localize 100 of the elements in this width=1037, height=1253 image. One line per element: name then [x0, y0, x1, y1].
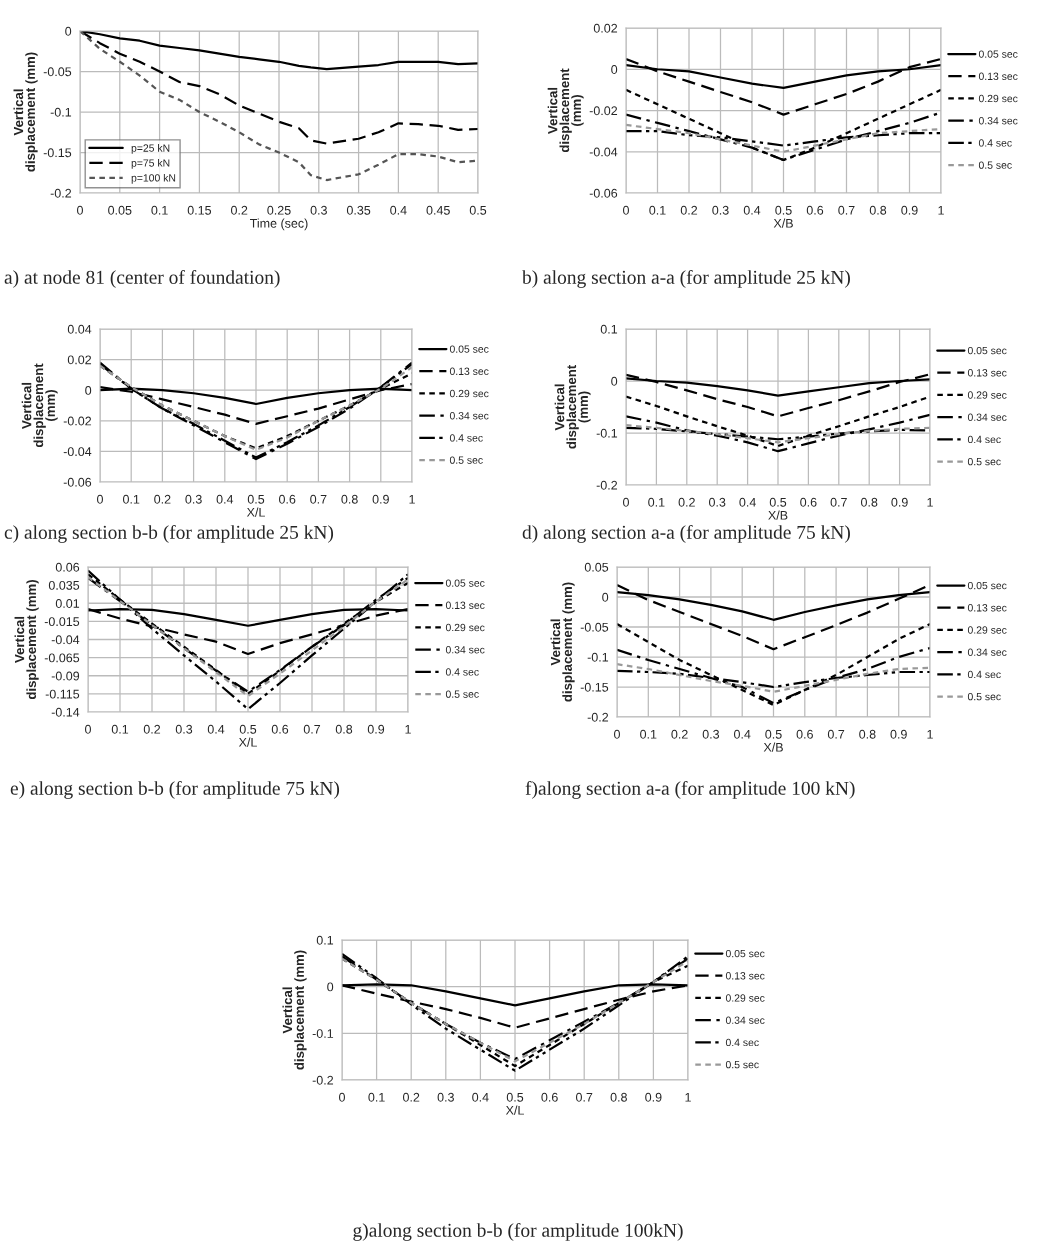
x-tick-label: 1 [927, 497, 933, 507]
x-tick-label: 1 [927, 729, 933, 739]
legend-label: 0.5 sec [445, 690, 479, 698]
x-tick-label: 0.9 [645, 1092, 662, 1102]
x-tick-label: 0 [97, 494, 103, 504]
x-tick-label: 0.4 [207, 724, 225, 734]
y-tick-label: 0.02 [67, 355, 92, 365]
x-tick-label: 0.35 [346, 205, 371, 215]
y-axis-title: Vertical displacement (mm) [550, 582, 575, 702]
y-tick-label: -0.06 [589, 188, 618, 198]
x-tick-label: 0.8 [869, 205, 887, 215]
legend-label: 0.05 sec [725, 949, 765, 958]
legend-label: 0.5 sec [967, 692, 1001, 701]
y-axis-title: Vertical displacement (mm) [282, 950, 307, 1070]
y-tick-label: -0.2 [50, 188, 72, 198]
y-tick-label: -0.015 [44, 617, 80, 627]
x-tick-label: 0.2 [678, 497, 695, 507]
y-tick-label: 0.035 [48, 580, 80, 590]
x-tick-label: 0.5 [247, 494, 265, 504]
x-tick-label: 0.7 [303, 724, 321, 734]
x-tick-label: 0.2 [680, 205, 698, 215]
x-tick-label: 0.3 [712, 205, 729, 215]
y-tick-label: -0.065 [44, 653, 80, 663]
x-tick-label: 0.8 [335, 724, 353, 734]
legend-label: 0.29 sec [449, 389, 489, 398]
x-tick-label: 0.6 [541, 1092, 558, 1102]
y-tick-label: -0.1 [587, 652, 609, 662]
x-tick-label: 0.5 [506, 1092, 524, 1102]
y-tick-label: 0.02 [593, 23, 618, 33]
legend-label: 0.29 sec [967, 391, 1007, 399]
x-tick-label: 0.8 [610, 1092, 627, 1102]
y-tick-label: -0.04 [51, 635, 80, 645]
x-tick-label: 0.2 [231, 205, 248, 215]
x-axis-title: Time (sec) [250, 218, 308, 231]
y-tick-label: -0.2 [312, 1075, 334, 1085]
x-tick-label: 0.4 [216, 494, 234, 504]
x-tick-label: 0.9 [367, 724, 385, 734]
y-tick-label: 0 [85, 386, 92, 395]
legend-label: 0.4 sec [445, 668, 479, 676]
x-tick-label: 0 [623, 497, 629, 507]
legend-label: p=75 kN [131, 159, 170, 169]
text: a) at node 81 (center of foundation) [4, 269, 280, 288]
legend-label: 0.05 sec [967, 346, 1007, 355]
legend-label: 0.5 sec [967, 457, 1001, 466]
legend-label: 0.13 sec [725, 972, 765, 980]
x-tick-label: 0.7 [830, 497, 847, 507]
x-axis-title: X/L [505, 1105, 524, 1115]
y-tick-label: -0.2 [587, 712, 609, 722]
legend-label: 0.4 sec [725, 1038, 759, 1047]
x-tick-label: 0.7 [310, 494, 327, 504]
text: c) along section b-b (for amplitude 25 kN) [4, 524, 334, 543]
x-tick-label: 0.5 [775, 205, 792, 215]
legend-label: 0.05 sec [967, 581, 1007, 590]
x-tick-label: 0.8 [861, 497, 878, 507]
x-tick-label: 0.45 [426, 205, 450, 215]
y-tick-label: 0 [611, 376, 618, 386]
legend-label: p=100 kN [131, 173, 176, 184]
x-tick-label: 0.6 [796, 729, 813, 739]
text: b) along section a-a (for amplitude 25 kN) [522, 269, 850, 288]
legend-label: 0.34 sec [725, 1016, 765, 1024]
x-tick-label: 0.1 [368, 1092, 385, 1102]
x-tick-label: 0.7 [838, 205, 855, 215]
y-tick-label: -0.1 [312, 1029, 334, 1038]
legend-label: p=25 kN [131, 144, 170, 154]
x-tick-label: 0.9 [901, 205, 918, 215]
x-tick-label: 0 [623, 205, 629, 215]
x-tick-label: 0.8 [859, 729, 876, 739]
y-tick-label: -0.1 [50, 107, 72, 117]
x-tick-label: 0.1 [111, 724, 129, 734]
legend-label: 0.13 sec [967, 369, 1007, 377]
x-tick-label: 0.6 [800, 497, 817, 507]
x-tick-label: 1 [685, 1092, 691, 1102]
x-tick-label: 0.9 [890, 729, 907, 739]
x-tick-label: 0.9 [891, 497, 908, 507]
x-tick-label: 0.7 [827, 729, 845, 739]
x-tick-label: 0.3 [437, 1092, 454, 1102]
y-axis-title: Vertical displacement (mm) [21, 363, 58, 448]
x-tick-label: 0.5 [239, 724, 257, 734]
y-tick-label: -0.04 [63, 447, 92, 457]
legend-label: 0.13 sec [978, 72, 1018, 80]
y-axis-title: Vertical displacement (mm) [547, 68, 584, 153]
legend-label: 0.34 sec [978, 117, 1018, 125]
x-axis-title: X/B [773, 218, 793, 228]
legend-label: 0.4 sec [967, 670, 1001, 679]
y-tick-label: -0.2 [596, 480, 618, 490]
legend-label: 0.13 sec [445, 601, 485, 609]
y-tick-label: -0.115 [45, 689, 80, 699]
legend-label: 0.05 sec [978, 50, 1018, 58]
x-tick-label: 0.2 [403, 1092, 420, 1102]
legend-label: 0.29 sec [725, 994, 765, 1002]
legend-label: 0.34 sec [445, 646, 485, 654]
x-tick-label: 0.1 [640, 729, 657, 739]
y-tick-label: 0 [602, 592, 609, 602]
y-tick-label: -0.1 [596, 428, 618, 438]
x-tick-label: 0.3 [709, 497, 726, 507]
y-tick-label: 0.04 [67, 324, 92, 334]
x-tick-label: 0.4 [390, 205, 407, 215]
x-tick-label: 1 [938, 205, 944, 215]
x-tick-label: 0.5 [765, 729, 782, 739]
legend-label: 0.5 sec [978, 161, 1012, 169]
